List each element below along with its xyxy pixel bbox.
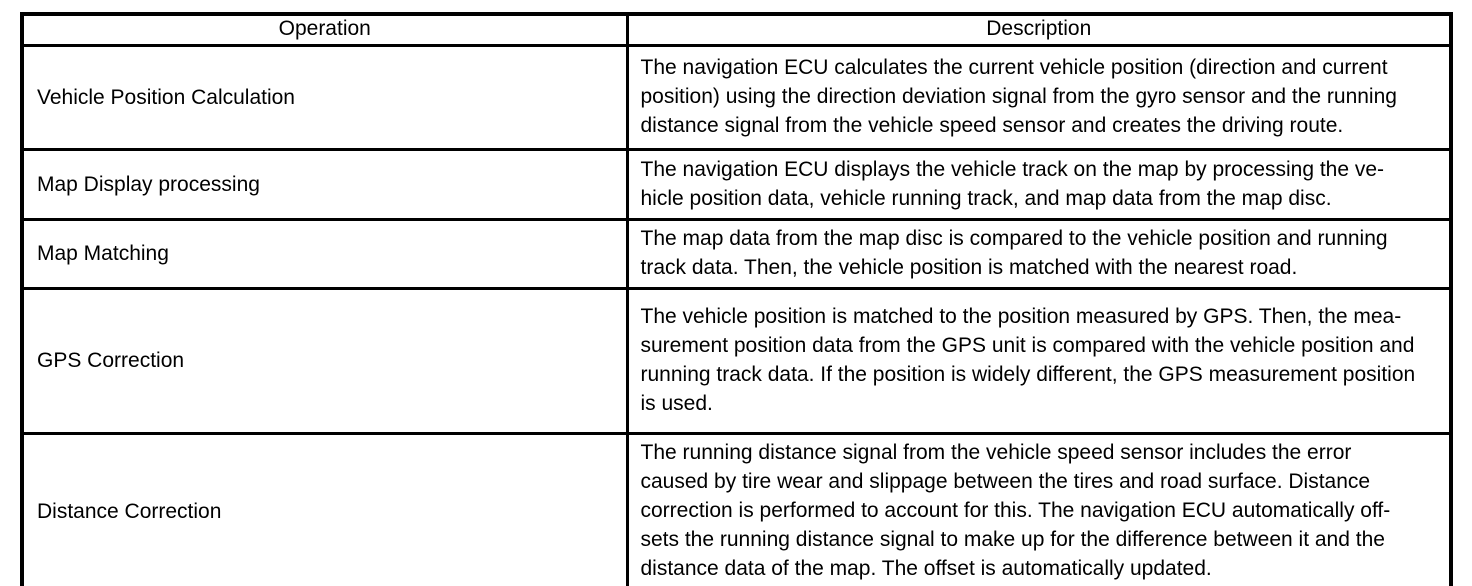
table-header-row: Operation Description [20, 12, 1453, 47]
column-header-operation: Operation [20, 12, 629, 47]
table-row: Map Display processing The navigation ECU… [20, 148, 1453, 221]
table-row: Map Matching The map data from the map di… [20, 218, 1453, 290]
table-row: GPS Correction The vehicle position is ma… [20, 287, 1453, 435]
description-cell: The navigation ECU displays the vehicle … [625, 148, 1453, 221]
operation-cell: GPS Correction [20, 287, 629, 435]
description-cell: The running distance signal from the veh… [625, 432, 1453, 586]
operation-cell: Distance Correction [20, 432, 629, 586]
description-cell: The vehicle position is matched to the p… [625, 287, 1453, 435]
operation-cell: Map Display processing [20, 148, 629, 221]
operation-description-table: Operation Description Vehicle Position C… [20, 12, 1453, 586]
description-cell: The navigation ECU calculates the curren… [625, 44, 1453, 151]
operation-cell: Map Matching [20, 218, 629, 290]
table-row: Distance Correction The running distance … [20, 432, 1453, 586]
operation-cell: Vehicle Position Calculation [20, 44, 629, 151]
table-row: Vehicle Position Calculation The navigati… [20, 44, 1453, 151]
description-cell: The map data from the map disc is compar… [625, 218, 1453, 290]
table-body: Vehicle Position Calculation The navigati… [20, 44, 1453, 586]
column-header-description: Description [625, 12, 1453, 47]
